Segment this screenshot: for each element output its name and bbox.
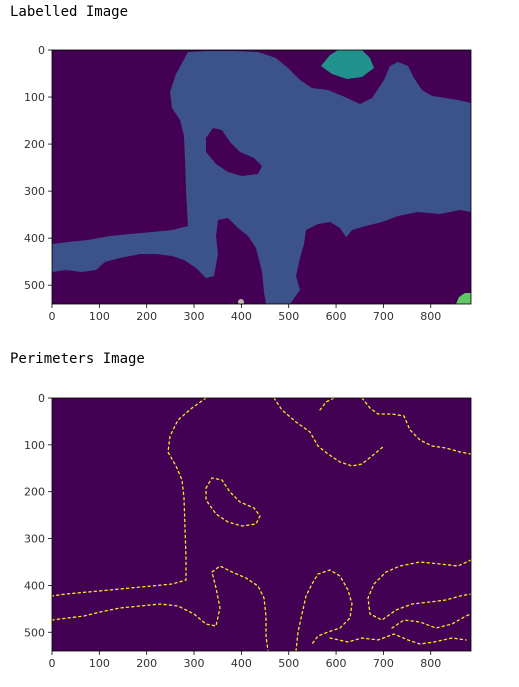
labelled-image-axes-frame <box>51 49 472 305</box>
labelled-y-tick-label: 300 <box>24 185 45 198</box>
labelled-x-tick-label: 500 <box>278 310 299 323</box>
perimeters-y-tick-label: 100 <box>24 439 45 452</box>
perimeters-x-tick-label: 300 <box>184 657 205 670</box>
perimeters-y-tick-label: 300 <box>24 533 45 546</box>
perimeter-main-bottom-left <box>51 565 269 652</box>
perimeter-main-outer-left <box>51 397 207 597</box>
labelled-y-tick-label: 0 <box>38 44 45 57</box>
perimeters-y-tick-label: 200 <box>24 486 45 499</box>
labelled-x-tick-label: 200 <box>136 310 157 323</box>
perimeter-right-lower <box>367 559 472 621</box>
perimeters-image-figure: 0 100 200 300 400 500 600 700 800 0 100 200 300 400 50… <box>24 392 472 670</box>
labelled-x-tick-label: 700 <box>373 310 394 323</box>
labelled-image-caption: Labelled Image <box>10 4 129 20</box>
perimeters-x-tick-label: 100 <box>89 657 110 670</box>
perimeter-main-top <box>273 397 385 467</box>
hole-region-right <box>330 210 471 280</box>
perimeters-plot-background <box>52 398 471 651</box>
labelled-x-tick-label: 800 <box>420 310 441 323</box>
perimeters-y-tick-label: 400 <box>24 579 45 592</box>
perimeters-x-tick-label: 0 <box>49 657 56 670</box>
labelled-x-tick-label: 300 <box>184 310 205 323</box>
labelled-x-tick-label: 0 <box>49 310 56 323</box>
labelled-x-tick-label: 100 <box>89 310 110 323</box>
perimeters-x-tick-label: 600 <box>326 657 347 670</box>
perimeters-image-axes: 0 100 200 300 400 500 600 700 800 0 100 200 300 400 50… <box>24 392 441 670</box>
perimeters-x-tick-label: 200 <box>136 657 157 670</box>
perimeter-hole-upper <box>205 477 261 527</box>
labelled-image-plot-area <box>52 50 471 305</box>
hole-region-bottom-center <box>296 222 352 290</box>
perimeters-x-tick-label: 700 <box>373 657 394 670</box>
labelled-y-tick-label: 100 <box>24 91 45 104</box>
perimeter-main-top-right <box>319 397 472 455</box>
labelled-x-tick-label: 400 <box>231 310 252 323</box>
perimeters-image-axes-frame <box>51 397 472 652</box>
perimeters-image-caption: Perimeters Image <box>10 351 145 367</box>
perimeter-bottom-center <box>295 569 353 652</box>
labelled-y-tick-label: 200 <box>24 138 45 151</box>
perimeters-x-tick-label: 800 <box>420 657 441 670</box>
perimeters-x-tick-label: 400 <box>231 657 252 670</box>
small-label-dot <box>238 299 244 305</box>
labelled-image-axes: 0 100 200 300 400 500 600 700 800 0 100 200 300 400 50… <box>24 44 441 323</box>
green-label-region <box>456 293 471 304</box>
labelled-y-tick-label: 400 <box>24 232 45 245</box>
perimeters-y-tick-label: 0 <box>38 392 45 405</box>
teal-label-region <box>321 50 374 79</box>
labelled-y-tick-label: 500 <box>24 279 45 292</box>
perimeters-y-tick-label: 500 <box>24 626 45 639</box>
labelled-x-tick-label: 600 <box>326 310 347 323</box>
perimeters-x-tick-label: 500 <box>278 657 299 670</box>
perimeter-lines <box>51 397 472 652</box>
labelled-image-figure: 0 100 200 300 400 500 600 700 800 0 100 200 300 400 50… <box>24 44 472 323</box>
hole-region-upper <box>206 128 262 176</box>
